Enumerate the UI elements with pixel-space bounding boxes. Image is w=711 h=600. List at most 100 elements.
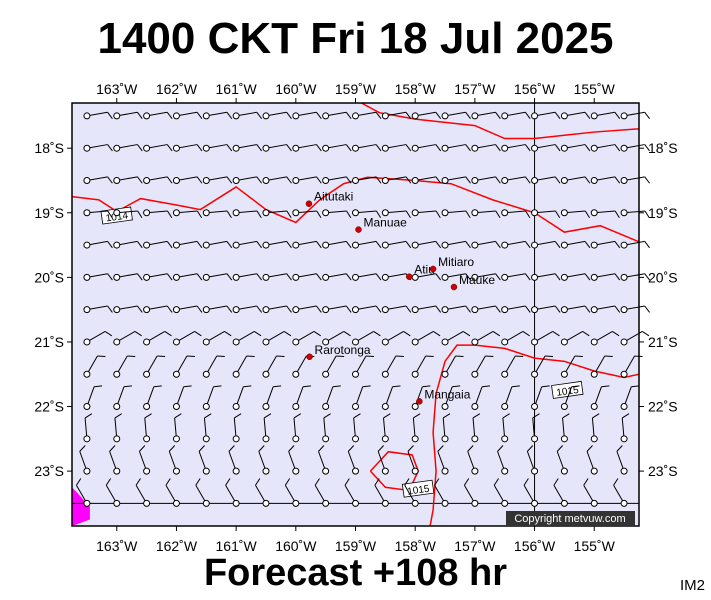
wind-barb-feather	[168, 445, 176, 452]
wind-station-circle	[352, 306, 359, 314]
wind-station-circle	[172, 144, 180, 152]
wind-barb	[531, 385, 550, 411]
wind-station-circle	[172, 176, 180, 184]
wind-station-circle	[262, 209, 270, 217]
isobar-label-text: 1014	[105, 210, 129, 224]
wind-barb-feather	[256, 273, 263, 281]
wind-barb-feather	[553, 478, 559, 486]
wind-station-circle	[501, 144, 509, 152]
island-manuae: Manuae	[355, 216, 407, 233]
wind-barb	[590, 413, 600, 443]
wind-station-circle	[531, 144, 539, 152]
wind-barb-shaft	[534, 240, 556, 246]
wind-barb	[471, 176, 501, 184]
wind-barb	[322, 355, 345, 378]
wind-barb	[441, 240, 471, 249]
wind-barb-feather	[405, 241, 412, 249]
wind-station-circle	[620, 338, 628, 346]
wind-station-circle	[83, 241, 91, 249]
wind-station-circle	[172, 435, 180, 443]
wind-barb-feather	[383, 413, 391, 419]
wind-barb-feather	[204, 413, 212, 419]
wind-barb	[195, 478, 210, 507]
wind-barb	[441, 144, 471, 152]
lon-tick-label-top: 162˚W	[156, 81, 198, 97]
wind-barb-feather	[316, 111, 322, 119]
wind-barb	[501, 413, 510, 443]
wind-barb	[467, 445, 479, 475]
lon-tick-label-top: 155˚W	[574, 81, 616, 97]
wind-barb-feather	[137, 305, 143, 313]
wind-station-circle	[202, 499, 210, 507]
wind-barb-shaft	[415, 210, 437, 214]
wind-station-circle	[262, 435, 270, 443]
wind-station-circle	[172, 209, 180, 217]
wind-barb-shaft	[344, 484, 356, 504]
wind-barb	[531, 413, 540, 443]
wind-barb-feather	[554, 176, 561, 184]
wind-station-circle	[381, 112, 389, 120]
wind-barb-shaft	[385, 273, 407, 278]
wind-barb	[434, 478, 449, 507]
wind-barb	[441, 331, 471, 346]
wind-barb-feather	[286, 210, 292, 219]
wind-barb	[347, 445, 359, 475]
wind-barb-shaft	[474, 331, 494, 343]
wind-barb-shaft	[493, 484, 506, 504]
wind-barb-feather	[375, 273, 382, 281]
lon-tick-label-bottom: 160˚W	[275, 538, 317, 554]
wind-station-circle	[411, 176, 419, 184]
wind-station-circle	[590, 273, 598, 281]
wind-barb-feather	[286, 111, 292, 119]
wind-barb-shaft	[258, 451, 267, 472]
wind-barb-shaft	[534, 210, 556, 214]
wind-barb-shaft	[325, 144, 347, 149]
wind-barb	[471, 240, 501, 249]
wind-station-circle	[381, 306, 389, 314]
wind-barb-shaft	[623, 305, 645, 311]
wind-station-circle	[560, 306, 568, 314]
wind-barb-feather	[495, 241, 501, 249]
lat-tick-label-left: 20˚S	[34, 269, 64, 285]
wind-barb	[620, 111, 650, 120]
wind-barb	[202, 355, 225, 378]
wind-barb	[262, 111, 292, 120]
wind-barb-shaft	[325, 273, 347, 278]
wind-barb-shaft	[564, 273, 586, 278]
wind-station-circle	[262, 403, 270, 411]
wind-station-circle	[411, 403, 419, 411]
wind-barb-shaft	[594, 273, 616, 278]
wind-barb-feather	[316, 241, 322, 249]
wind-station-circle	[143, 112, 151, 120]
wind-barb	[497, 445, 509, 475]
wind-barb	[143, 144, 173, 152]
wind-barb-shaft	[284, 484, 297, 504]
wind-barb	[560, 273, 591, 281]
wind-station-circle	[113, 370, 121, 378]
wind-station-circle	[232, 338, 240, 346]
wind-barb-shaft	[325, 331, 345, 343]
wind-station-circle	[411, 112, 419, 120]
map-title: 1400 CKT Fri 18 Jul 2025	[97, 14, 614, 63]
wind-barb	[590, 240, 621, 249]
wind-barb	[620, 385, 640, 411]
wind-station-circle	[143, 144, 151, 152]
wind-barb	[352, 413, 361, 443]
wind-barb-shaft	[116, 240, 138, 246]
wind-barb-feather	[644, 210, 650, 219]
wind-barb-shaft	[168, 451, 177, 472]
wind-station-circle	[471, 176, 479, 184]
wind-barb-feather	[107, 305, 113, 313]
wind-barb	[113, 355, 136, 378]
wind-barb	[531, 331, 560, 346]
wind-barb	[143, 111, 173, 120]
wind-barb-shaft	[135, 484, 148, 504]
wind-barb	[232, 355, 255, 378]
wind-barb	[292, 305, 322, 314]
wind-station-circle	[352, 241, 359, 249]
wind-station-circle	[381, 467, 389, 475]
wind-barb	[463, 478, 479, 507]
wind-barb	[172, 413, 182, 443]
wind-barb	[501, 111, 531, 120]
